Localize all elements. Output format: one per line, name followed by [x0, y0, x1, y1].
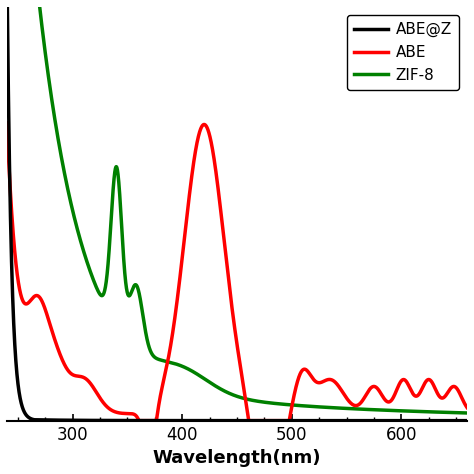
ABE: [84, 377, 90, 383]
ZIF-8: [56, 417, 62, 423]
Line: ZIF-8: ZIF-8: [7, 0, 467, 420]
Line: ABE: ABE: [7, 123, 467, 420]
X-axis label: Wavelength(nm): Wavelength(nm): [153, 449, 321, 467]
ABE: [181, 243, 186, 249]
ABE@Z: [181, 364, 186, 370]
ABE: [456, 388, 461, 393]
ZIF-8: [84, 418, 90, 423]
Legend: ABE@Z, ABE, ZIF-8: ABE@Z, ABE, ZIF-8: [346, 15, 459, 91]
ABE: [201, 122, 206, 128]
ABE@Z: [406, 408, 411, 414]
ABE@Z: [84, 258, 90, 264]
Line: ABE@Z: ABE@Z: [7, 0, 467, 413]
ABE: [4, 120, 10, 126]
ZIF-8: [464, 418, 470, 423]
ABE@Z: [464, 410, 470, 416]
ABE: [406, 383, 411, 388]
ABE: [56, 350, 62, 356]
ZIF-8: [181, 418, 186, 423]
ABE: [464, 405, 470, 410]
ZIF-8: [455, 418, 461, 423]
ABE@Z: [455, 410, 461, 416]
ZIF-8: [406, 418, 411, 423]
ABE@Z: [56, 144, 62, 149]
ABE@Z: [201, 375, 206, 381]
ABE: [136, 418, 142, 423]
ZIF-8: [201, 418, 206, 423]
